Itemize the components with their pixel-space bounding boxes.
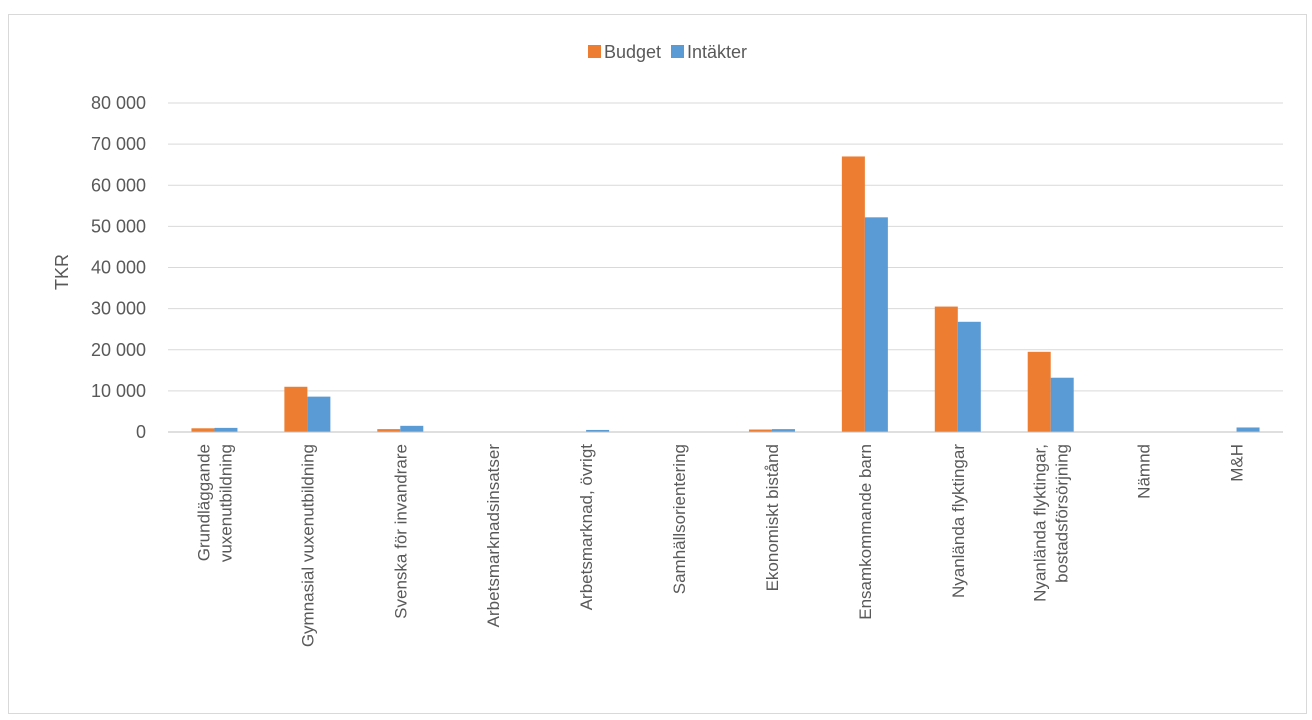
x-category-label: Nyanlända flyktingar, xyxy=(1031,444,1050,602)
bar-budget xyxy=(1027,351,1051,432)
y-tick-label: 10 000 xyxy=(91,381,146,401)
bar-intäkter xyxy=(771,429,795,432)
x-category-label: Grundläggande xyxy=(194,444,213,561)
bar-intäkter xyxy=(214,427,238,432)
bar-intäkter xyxy=(957,321,981,432)
y-axis-title: TKR xyxy=(52,254,72,290)
x-category-label: vuxenutbildning xyxy=(216,444,235,562)
y-tick-label: 20 000 xyxy=(91,340,146,360)
y-tick-label: 30 000 xyxy=(91,299,146,319)
bar-budget xyxy=(934,306,958,432)
y-tick-label: 50 000 xyxy=(91,216,146,236)
chart-frame xyxy=(8,14,1307,714)
x-category-label: Arbetsmarknad, övrigt xyxy=(577,444,596,611)
gridlines xyxy=(168,102,1283,392)
bar-intäkter xyxy=(1236,427,1260,432)
legend-label: Budget xyxy=(604,42,661,62)
bar-budget xyxy=(841,156,865,432)
legend-label: Intäkter xyxy=(687,42,747,62)
x-axis-category-labels: Grundläggande vuxenutbildning Gymnasial vu… xyxy=(194,444,1246,648)
bar-budget xyxy=(284,386,308,432)
bar-intäkter xyxy=(1050,377,1074,432)
x-category-label: Nyanlända flyktingar xyxy=(949,444,968,598)
legend: Budget Intäkter xyxy=(588,42,747,62)
bars xyxy=(191,156,1260,432)
bar-intäkter xyxy=(400,425,424,432)
y-tick-label: 40 000 xyxy=(91,258,146,278)
x-category-label: Ensamkommande barn xyxy=(856,444,875,620)
y-tick-label: 80 000 xyxy=(91,93,146,113)
y-tick-label: 60 000 xyxy=(91,175,146,195)
x-category-label: Ekonomiskt bistånd xyxy=(763,444,782,591)
bar-intäkter xyxy=(586,429,610,432)
x-category-label: Samhällsorientering xyxy=(670,444,689,594)
bar-budget xyxy=(748,429,772,432)
bar-intäkter xyxy=(864,217,888,432)
x-category-label: bostadsförsörjning xyxy=(1053,444,1072,583)
legend-swatch xyxy=(588,45,601,58)
bar-intäkter xyxy=(307,396,331,432)
y-tick-label: 70 000 xyxy=(91,134,146,154)
y-tick-label: 0 xyxy=(136,422,146,442)
x-category-label: Gymnasial vuxenutbildning xyxy=(298,444,317,647)
x-category-label: M&H xyxy=(1228,444,1247,482)
x-category-label: Arbetsmarknadsinsatser xyxy=(484,444,503,628)
bar-budget xyxy=(377,429,401,432)
legend-swatch xyxy=(671,45,684,58)
x-category-label: Nämnd xyxy=(1135,444,1154,499)
y-axis-ticks: 0 10 000 20 000 30 000 40 000 50 000 60 000 70 … xyxy=(91,93,146,442)
bar-budget xyxy=(191,428,215,432)
x-category-label: Svenska för invandrare xyxy=(391,444,410,619)
